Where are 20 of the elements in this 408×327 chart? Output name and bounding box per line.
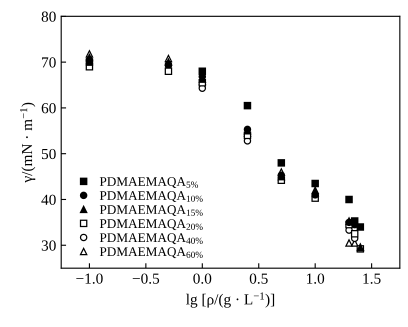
y-tick-label: 50 xyxy=(42,148,56,160)
legend-label: PDMAEMAQA$_{15%}$ xyxy=(100,205,203,216)
x-tick-label: −1.0 xyxy=(76,273,103,284)
y-tick-label: 30 xyxy=(42,240,56,251)
x-tick-label: 0.5 xyxy=(250,273,268,284)
x-tick-label: 0.0 xyxy=(193,273,212,284)
x-tick-label: −0.5 xyxy=(132,273,160,284)
x-tick-label: 1.5 xyxy=(363,274,381,284)
y-tick-label: 40 xyxy=(41,194,56,205)
legend-label: PDMAEMAQA$_{5%}$ xyxy=(100,177,198,188)
y-tick-label: 60 xyxy=(42,103,56,114)
legend-label: PDMAEMAQA$_{10%}$ xyxy=(100,191,203,202)
y-tick-label: 70 xyxy=(42,57,56,68)
x-tick-label: 1.0 xyxy=(306,273,324,284)
legend-label: PDMAEMAQA$_{20%}$ xyxy=(100,219,203,230)
legend-label: PDMAEMAQA$_{60%}$ xyxy=(100,247,203,258)
x-axis-title: lg [ρ/(g · L$^{−1}$)] xyxy=(186,292,274,308)
y-axis-title: γ/(mN · m$^{−1}$) xyxy=(20,102,36,183)
legend-label: PDMAEMAQA$_{40%}$ xyxy=(100,233,203,244)
y-tick-label: 80 xyxy=(42,11,56,22)
